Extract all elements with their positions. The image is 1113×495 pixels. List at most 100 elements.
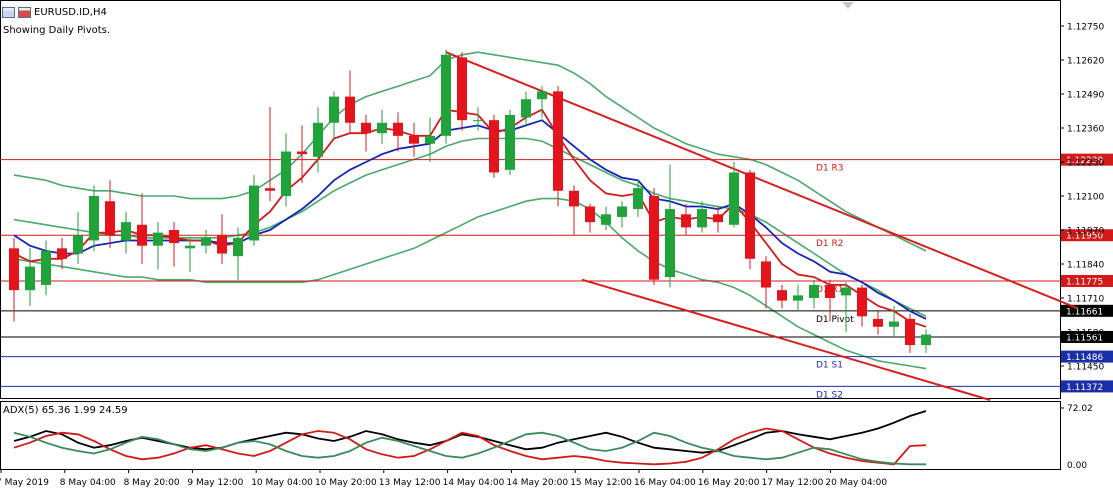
chart-window-icon[interactable] xyxy=(2,7,15,18)
time-tick-label: 20 May 04:00 xyxy=(825,478,887,488)
candle xyxy=(89,185,99,251)
candle-body xyxy=(217,235,227,254)
candle xyxy=(313,107,323,173)
candle-body xyxy=(9,248,19,291)
candle-body xyxy=(649,196,659,280)
slow-moving-average xyxy=(13,119,927,320)
candle xyxy=(345,70,355,134)
candle xyxy=(809,279,819,309)
candle xyxy=(585,203,595,233)
candle-body xyxy=(905,318,915,346)
candle-body xyxy=(233,237,243,257)
time-tick-label: 10 May 04:00 xyxy=(251,478,313,488)
candle xyxy=(761,256,771,309)
candle-body xyxy=(297,151,307,155)
candle-body xyxy=(169,230,179,244)
pivot-price-box xyxy=(1061,350,1113,363)
time-tick-label: 16 May 20:00 xyxy=(698,478,760,488)
candle xyxy=(441,49,451,144)
candle-body xyxy=(777,290,787,301)
adx-series-0 xyxy=(13,410,927,454)
price-tick-label: 1.11580 xyxy=(1067,329,1104,339)
candle-body xyxy=(89,196,99,241)
candle-body xyxy=(537,91,547,100)
candle xyxy=(265,107,275,202)
band-upper xyxy=(13,51,927,252)
candle xyxy=(153,222,163,270)
candle-body xyxy=(521,99,531,118)
price-tick-label: 1.12620 xyxy=(1067,57,1104,67)
pivot-label: D1 S2 xyxy=(816,390,843,400)
chart-type-icon[interactable] xyxy=(18,7,31,18)
candle-body xyxy=(681,214,691,228)
pivot-price-label: 1.11950 xyxy=(1066,232,1103,242)
time-tick-label: 14 May 20:00 xyxy=(506,478,568,488)
time-tick-label: 17 May 12:00 xyxy=(762,478,824,488)
trend-lines[interactable] xyxy=(445,51,1079,401)
candle-body xyxy=(569,190,579,207)
candle-body xyxy=(345,96,355,123)
candle xyxy=(681,203,691,236)
chart-title: EURUSD.ID,H4 xyxy=(2,7,107,18)
candle-body xyxy=(825,284,835,298)
time-tick-label: 10 May 20:00 xyxy=(315,478,377,488)
adx-series-2 xyxy=(13,431,926,466)
price-tick-label: 1.11840 xyxy=(1067,261,1104,271)
candle-body xyxy=(41,250,51,285)
candle-body xyxy=(585,206,595,223)
candle-body xyxy=(137,224,147,246)
time-axis: 7 May 2019 8 May 04:00 8 May 20:00 9 May 12… xyxy=(0,469,887,488)
candle-body xyxy=(889,321,899,327)
envelope-bands xyxy=(13,51,927,370)
candle-body xyxy=(153,232,163,246)
time-tick-label: 7 May 2019 xyxy=(0,478,49,488)
candle xyxy=(105,180,115,249)
price-tick-label: 1.11450 xyxy=(1067,363,1104,373)
candle xyxy=(729,162,739,228)
candle xyxy=(873,311,883,335)
pivot-price-label: 1.11661 xyxy=(1066,307,1103,317)
time-tick-label: 8 May 20:00 xyxy=(124,478,180,488)
fast-moving-average xyxy=(13,108,927,328)
candle xyxy=(825,279,835,322)
candle xyxy=(521,91,531,126)
candle xyxy=(121,211,131,254)
candle xyxy=(617,201,627,228)
candle xyxy=(745,169,755,270)
pivot-price-box xyxy=(1061,153,1113,166)
candle-body xyxy=(329,96,339,123)
price-tick-label: 1.11710 xyxy=(1067,295,1104,305)
candle xyxy=(233,227,243,280)
pivot-price-box xyxy=(1061,330,1113,343)
candle-body xyxy=(265,188,275,191)
candle xyxy=(249,175,259,246)
time-tick-label: 9 May 12:00 xyxy=(187,478,243,488)
pivot-label: D1 R2 xyxy=(816,239,844,249)
time-tick-label: 13 May 12:00 xyxy=(379,478,441,488)
candle xyxy=(633,180,643,217)
candle-body xyxy=(713,214,723,223)
candle-body xyxy=(809,284,819,298)
candle-body xyxy=(697,209,707,228)
candle xyxy=(73,211,83,264)
candle-body xyxy=(873,318,883,327)
pivot-price-box xyxy=(1061,229,1113,242)
candle-body xyxy=(745,172,755,259)
candle-body xyxy=(425,135,435,144)
scroll-shift-arrow-icon[interactable] xyxy=(842,2,854,9)
candle xyxy=(841,282,851,332)
moving-averages xyxy=(13,108,927,328)
adx-indicator: 72.02 0.00 xyxy=(13,404,1093,471)
pivot-price-label: 1.11561 xyxy=(1066,333,1103,343)
price-tick-label: 1.11970 xyxy=(1067,227,1104,237)
band-lower xyxy=(13,197,927,370)
candle xyxy=(201,230,211,254)
candle xyxy=(41,240,51,296)
candle-body xyxy=(25,266,35,291)
candle-body xyxy=(921,334,931,346)
candle xyxy=(281,133,291,207)
candle xyxy=(505,109,515,176)
adx-scale-top: 72.02 xyxy=(1067,404,1093,414)
candle-body xyxy=(617,206,627,217)
